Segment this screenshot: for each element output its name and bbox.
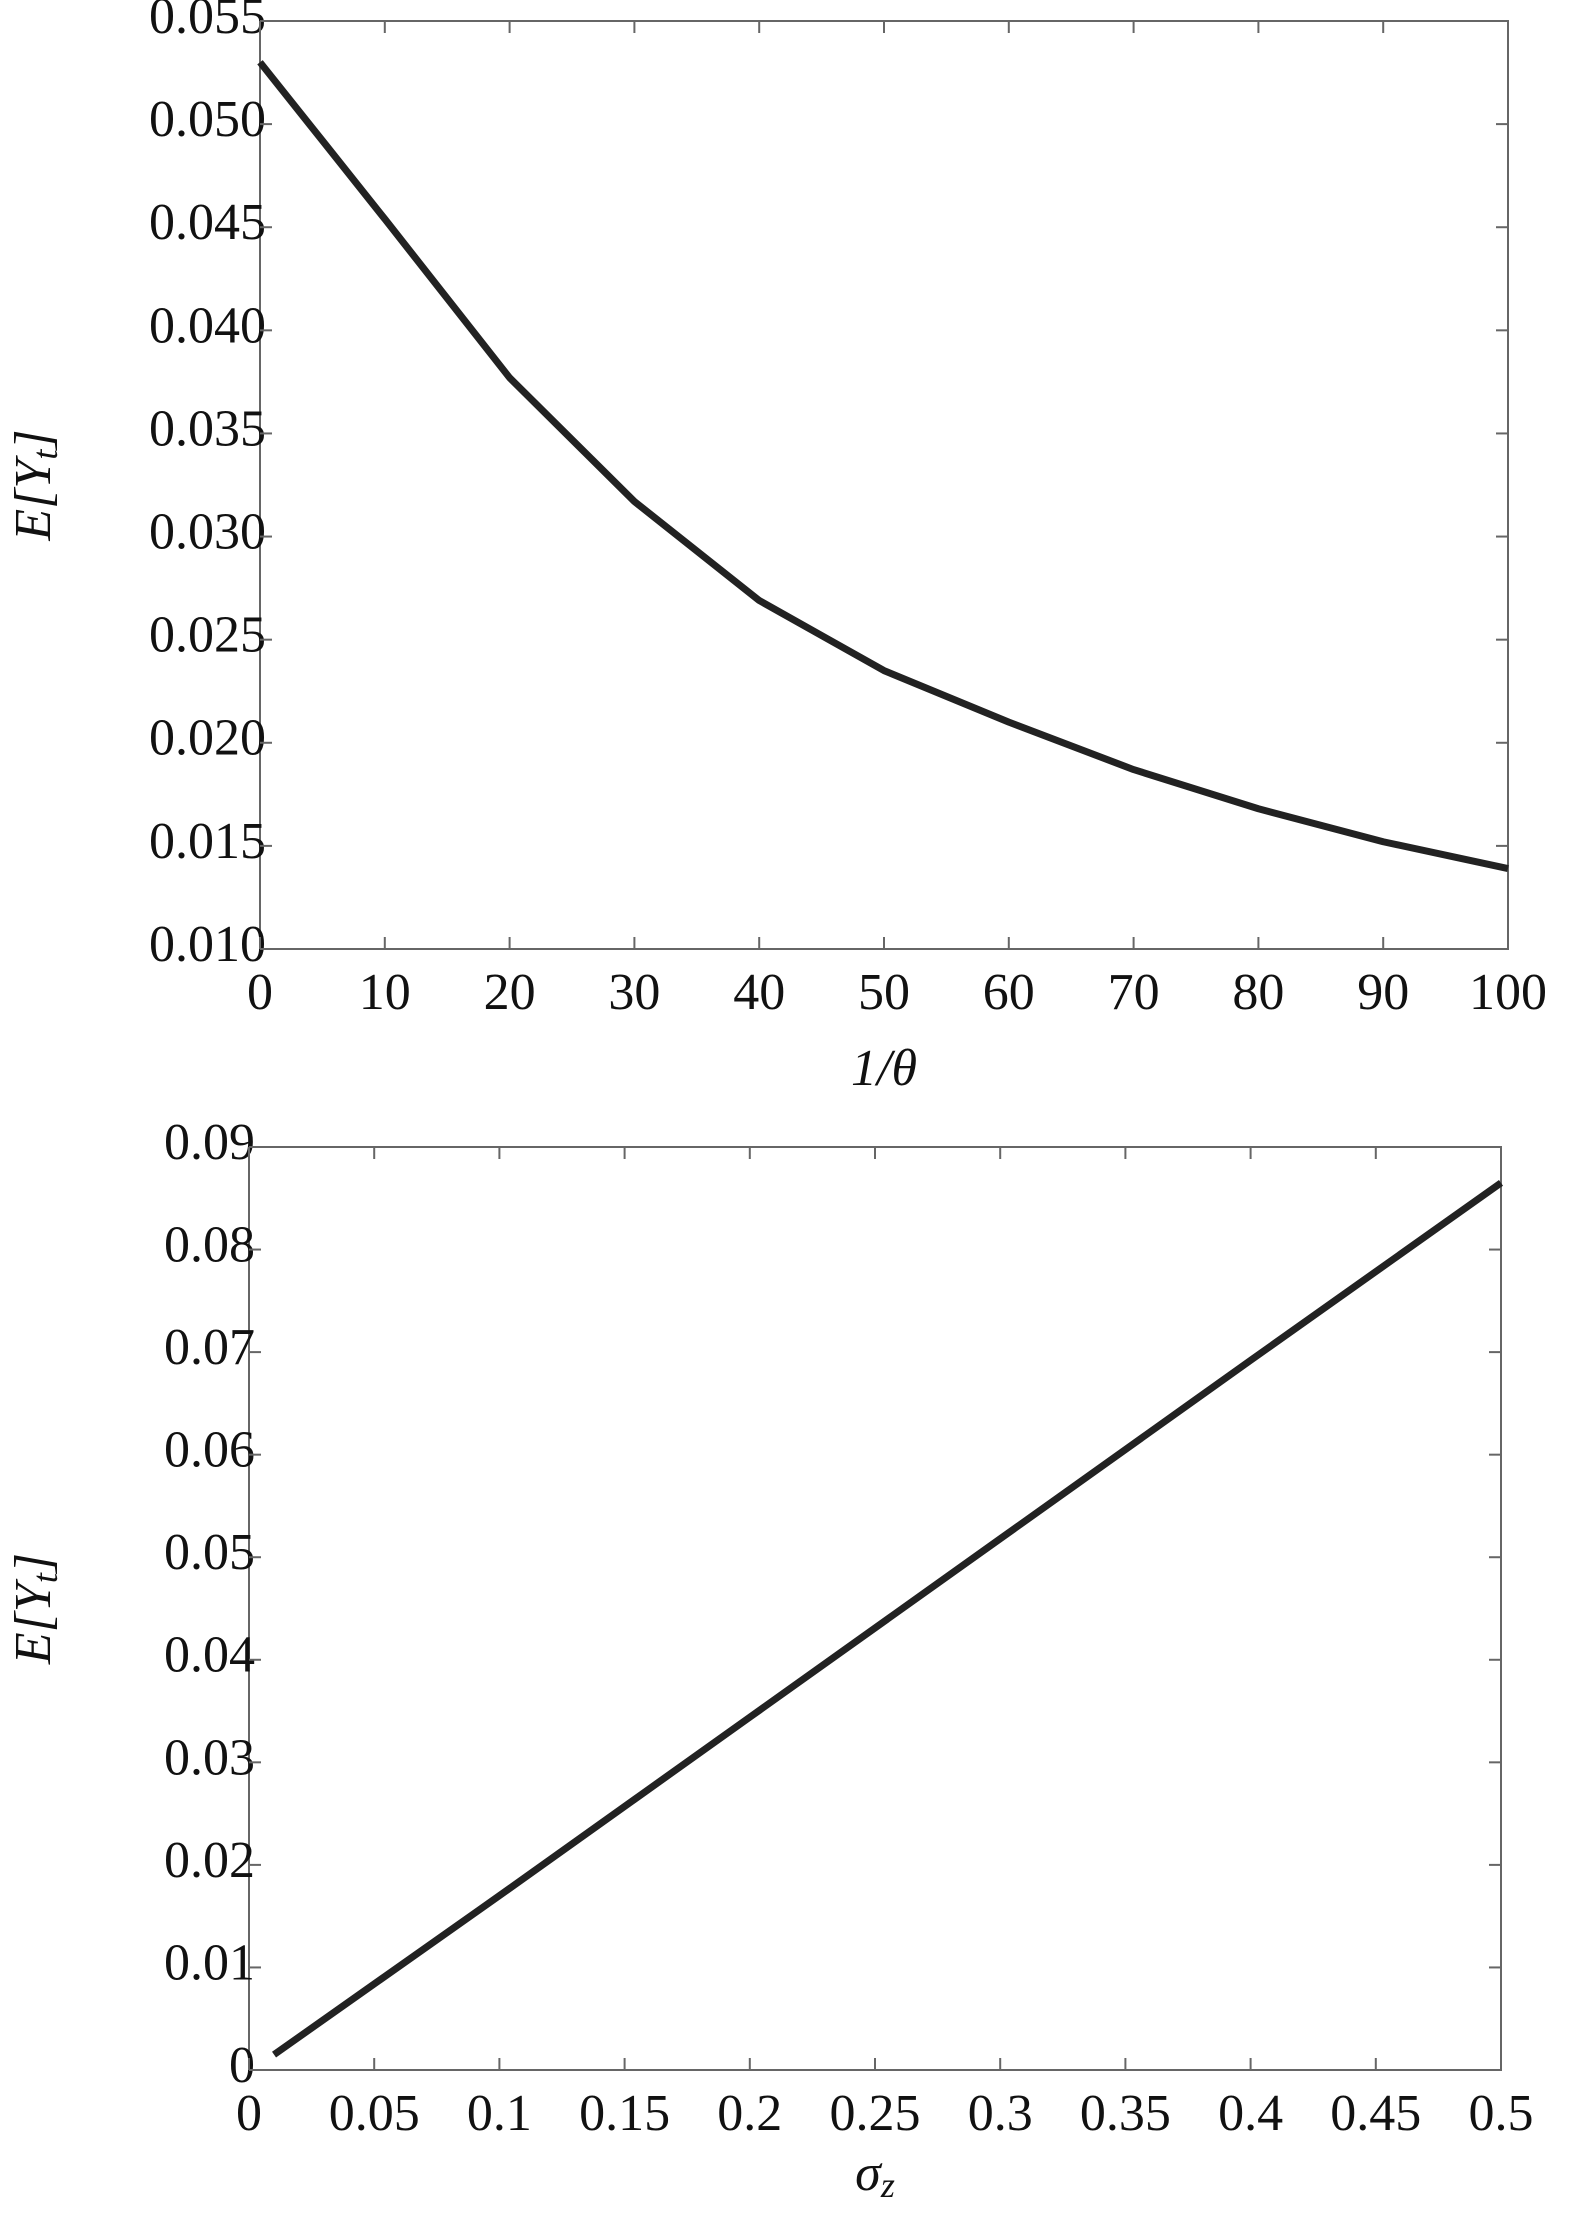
x-tick-label: 0.2: [717, 2085, 782, 2142]
x-tick-label: 60: [983, 964, 1035, 1021]
y-tick-label: 0.030: [149, 503, 266, 560]
x-tick-label: 0.15: [579, 2085, 670, 2142]
label-text: 1/θ: [851, 1040, 917, 1097]
y-tick-label: 0.08: [164, 1216, 255, 1273]
y-tick-label: 0.07: [164, 1319, 255, 1376]
x-tick-label: 0.45: [1330, 2085, 1421, 2142]
x-tick-label: 40: [733, 964, 785, 1021]
y-tick-label: 0.050: [149, 91, 266, 148]
label-text: σ: [855, 2145, 883, 2202]
x-tick-label: 0.35: [1080, 2085, 1171, 2142]
axis-label: E[Yt]: [5, 1553, 65, 1665]
axis-label: E[Yt]: [5, 429, 65, 541]
y-tick-label: 0.035: [149, 400, 266, 457]
y-tick-label: 0.040: [149, 297, 266, 354]
x-tick-label: 20: [484, 964, 536, 1021]
y-tick-label: 0.055: [149, 0, 266, 45]
plot-frame: [248, 1146, 1502, 2071]
data-line: [257, 60, 1509, 872]
data-line: [272, 1180, 1504, 2058]
x-tick-label: 0.5: [1469, 2085, 1534, 2142]
y-tick-label: 0.06: [164, 1422, 255, 1479]
label-text: E[Y: [5, 455, 62, 542]
y-tick-label: 0.025: [149, 607, 266, 664]
x-tick-label: 0.25: [830, 2085, 921, 2142]
label-text: E[Y: [5, 1578, 62, 1665]
plot-frame: [259, 20, 1509, 950]
label-text: ]: [5, 1553, 62, 1575]
x-tick-label: 100: [1469, 964, 1547, 1021]
y-tick-label: 0.04: [164, 1627, 255, 1684]
y-tick-label: 0: [229, 2037, 255, 2094]
label-subscript: z: [880, 2165, 895, 2205]
label-subscript: t: [25, 1572, 65, 1583]
axis-label: σz: [855, 2145, 895, 2205]
x-tick-label: 10: [359, 964, 411, 1021]
x-tick-label: 30: [608, 964, 660, 1021]
y-tick-label: 0.09: [164, 1114, 255, 1171]
x-tick-label: 0.05: [329, 2085, 420, 2142]
y-tick-label: 0.010: [149, 916, 266, 973]
y-tick-label: 0.01: [164, 1934, 255, 1991]
y-tick-label: 0.015: [149, 813, 266, 870]
x-tick-label: 80: [1232, 964, 1284, 1021]
x-tick-label: 0.4: [1218, 2085, 1283, 2142]
axis-label: 1/θ: [851, 1040, 917, 1097]
y-tick-label: 0.05: [164, 1524, 255, 1581]
label-text: ]: [5, 429, 62, 451]
x-tick-label: 70: [1108, 964, 1160, 1021]
label-subscript: t: [25, 449, 65, 460]
x-tick-label: 0: [236, 2085, 262, 2142]
y-tick-label: 0.02: [164, 1832, 255, 1889]
y-tick-label: 0.045: [149, 194, 266, 251]
x-tick-label: 0.3: [968, 2085, 1033, 2142]
x-tick-label: 90: [1357, 964, 1409, 1021]
x-tick-label: 0.1: [467, 2085, 532, 2142]
y-tick-label: 0.020: [149, 710, 266, 767]
x-tick-label: 0: [247, 964, 273, 1021]
y-tick-label: 0.03: [164, 1729, 255, 1786]
x-tick-label: 50: [858, 964, 910, 1021]
